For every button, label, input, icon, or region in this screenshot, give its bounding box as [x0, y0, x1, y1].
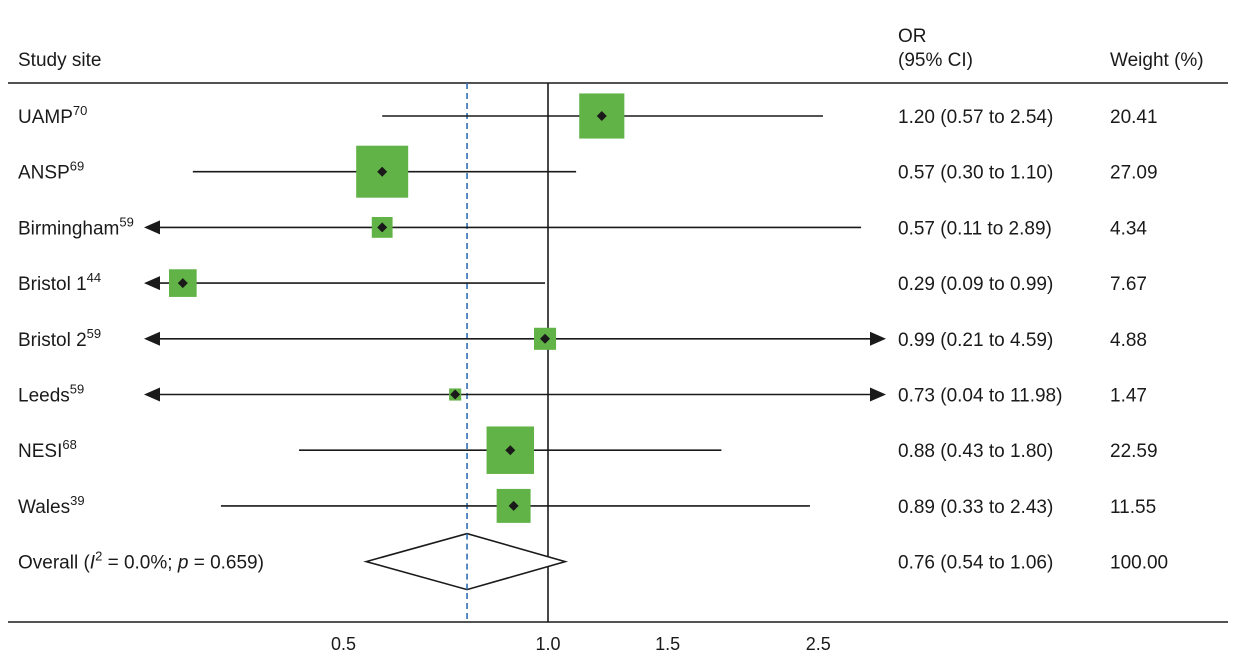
or-ci-value: 0.73 (0.04 to 11.98) [898, 386, 1062, 407]
header-or-ci: (95% CI) [898, 50, 973, 71]
study-superscript: 69 [70, 159, 84, 174]
study-label: Birmingham59 [18, 214, 134, 239]
study-superscript: 59 [119, 214, 133, 229]
ci-arrow-left [144, 331, 160, 346]
study-row: NESI68 0.88 (0.43 to 1.80) 22.59 [18, 426, 1158, 474]
study-label: Bristol 259 [18, 326, 101, 351]
point-estimate [377, 166, 388, 177]
overall-label-part: Overall ( [18, 553, 90, 574]
weight-value: 4.88 [1110, 330, 1147, 351]
point-estimate [505, 445, 516, 456]
overall-label-i: I [90, 553, 96, 574]
overall-weight-value: 100.00 [1110, 553, 1168, 574]
weight-value: 20.41 [1110, 107, 1158, 128]
study-superscript: 68 [62, 437, 76, 452]
ci-arrow-left [144, 387, 160, 402]
study-row: UAMP70 1.20 (0.57 to 2.54) 20.41 [18, 93, 1158, 139]
weight-value: 1.47 [1110, 386, 1147, 407]
ci-arrow-left [144, 220, 160, 235]
overall-label-part: = 0.659) [188, 553, 264, 574]
overall-label-sup: 2 [95, 549, 102, 564]
overall-or-ci-value: 0.76 (0.54 to 1.06) [898, 553, 1053, 574]
overall-label: Overall (I2 = 0.0%; p = 0.659) [18, 549, 264, 574]
x-tick-label: 1.5 [655, 634, 680, 654]
overall-label-part: = 0.0%; [102, 553, 178, 574]
study-superscript: 59 [87, 326, 101, 341]
point-estimate [450, 389, 461, 400]
or-ci-value: 0.29 (0.09 to 0.99) [898, 274, 1053, 295]
point-estimate [177, 278, 188, 289]
x-tick-label: 2.5 [806, 634, 831, 654]
study-row: Birmingham59 0.57 (0.11 to 2.89) 4.34 [18, 214, 1147, 239]
x-tick-label: 1.0 [535, 634, 560, 654]
or-ci-value: 0.57 (0.30 to 1.10) [898, 163, 1053, 184]
point-estimate [377, 222, 388, 233]
x-tick-label: 0.5 [331, 634, 356, 654]
study-label: Wales39 [18, 493, 85, 518]
overall-diamond [363, 532, 569, 591]
study-label: Bristol 144 [18, 270, 101, 295]
study-row: Bristol 144 0.29 (0.09 to 0.99) 7.67 [18, 269, 1147, 297]
weight-value: 4.34 [1110, 218, 1147, 239]
study-superscript: 44 [87, 270, 101, 285]
ci-arrow-left [144, 276, 160, 291]
header-weight: Weight (%) [1110, 50, 1204, 71]
or-ci-value: 0.89 (0.33 to 2.43) [898, 497, 1053, 518]
study-row: ANSP69 0.57 (0.30 to 1.10) 27.09 [18, 145, 1158, 198]
overall-label-p: p [177, 553, 189, 574]
study-label: UAMP70 [18, 103, 87, 128]
or-ci-value: 0.88 (0.43 to 1.80) [898, 441, 1053, 462]
point-estimate [540, 333, 551, 344]
weight-value: 11.55 [1110, 497, 1156, 518]
study-label: ANSP69 [18, 159, 84, 184]
or-ci-value: 0.57 (0.11 to 2.89) [898, 218, 1052, 239]
study-row: Bristol 259 0.99 (0.21 to 4.59) 4.88 [18, 326, 1147, 351]
or-ci-value: 0.99 (0.21 to 4.59) [898, 330, 1053, 351]
study-superscript: 70 [73, 103, 87, 118]
point-estimate [508, 500, 519, 511]
study-label: NESI68 [18, 437, 77, 462]
header-or: OR [898, 26, 927, 47]
point-estimate [596, 111, 607, 121]
weight-value: 27.09 [1110, 163, 1158, 184]
study-row: Wales39 0.89 (0.33 to 2.43) 11.55 [18, 488, 1156, 523]
study-superscript: 39 [70, 493, 84, 508]
weight-value: 22.59 [1110, 441, 1158, 462]
study-row: Leeds59 0.73 (0.04 to 11.98) 1.47 [18, 382, 1147, 407]
ci-arrow-right [870, 331, 886, 346]
ci-arrow-right [870, 387, 886, 402]
header-study-site: Study site [18, 50, 101, 71]
or-ci-value: 1.20 (0.57 to 2.54) [898, 107, 1053, 128]
weight-value: 7.67 [1110, 274, 1147, 295]
study-label: Leeds59 [18, 382, 84, 407]
study-superscript: 59 [70, 382, 84, 397]
